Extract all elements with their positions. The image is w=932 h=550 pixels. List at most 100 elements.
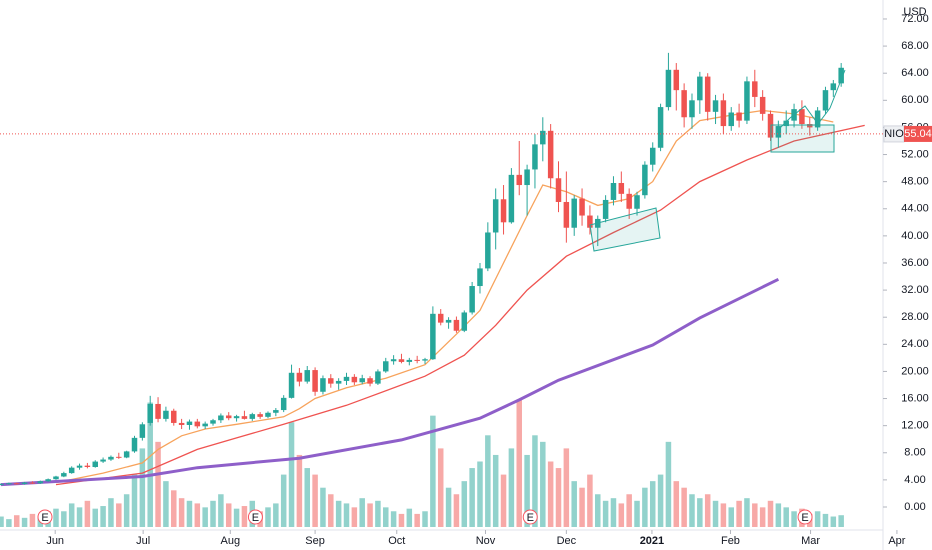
- earnings-marker: [797, 509, 813, 525]
- volume-bar: [194, 503, 201, 527]
- volume-bar: [92, 508, 98, 527]
- volume-bar: [68, 503, 75, 527]
- candle-body: [736, 112, 742, 121]
- candle-body: [822, 90, 829, 111]
- candle-body: [29, 482, 36, 484]
- candle-body: [634, 195, 640, 209]
- x-tick-label: Jul: [136, 535, 150, 547]
- candle-body: [13, 483, 20, 485]
- candle-body: [461, 312, 468, 331]
- volume-bar: [273, 503, 279, 527]
- volume-bar: [697, 498, 703, 527]
- volume-bar: [602, 500, 609, 527]
- candle-body: [563, 201, 570, 228]
- volume-bar: [147, 402, 153, 527]
- volume-bar: [343, 503, 350, 527]
- candle-body: [155, 403, 161, 419]
- candle-body: [477, 268, 483, 287]
- candle-body: [92, 461, 98, 467]
- candle-body: [45, 479, 51, 482]
- candle-body: [335, 380, 342, 384]
- x-tick-label: Jun: [46, 535, 64, 547]
- volume-bar: [477, 461, 483, 527]
- volume-bar: [649, 481, 656, 527]
- volume-bar: [555, 468, 562, 527]
- candle-body: [485, 232, 491, 269]
- volume-bar: [516, 399, 522, 527]
- volume-bar: [29, 513, 36, 527]
- volume-layer: [0, 399, 844, 527]
- y-tick-label: 68.00: [901, 40, 929, 52]
- candle-body: [524, 169, 530, 186]
- candle-body: [343, 376, 350, 381]
- candle-body: [76, 465, 83, 468]
- volume-bar: [587, 474, 593, 527]
- volume-bar: [445, 487, 452, 527]
- volume-bar: [689, 494, 695, 527]
- volume-bar: [288, 422, 295, 527]
- candle-body: [257, 414, 263, 417]
- y-tick-label: 8.00: [904, 447, 925, 459]
- candle-body: [398, 359, 405, 362]
- candle-body: [830, 83, 837, 91]
- volume-bar: [139, 448, 146, 527]
- candle-body: [139, 424, 146, 438]
- candle-body: [508, 174, 515, 223]
- x-tick-label: Aug: [221, 535, 241, 547]
- y-tick-label: 0.00: [904, 501, 925, 513]
- volume-bar: [665, 441, 672, 527]
- volume-bar: [830, 516, 837, 527]
- candle-body: [500, 199, 507, 223]
- candle-body: [445, 319, 452, 323]
- candle-body: [728, 112, 734, 127]
- y-tick-label: 36.00: [901, 257, 929, 269]
- earnings-label: E: [527, 512, 534, 524]
- volume-bar: [571, 481, 577, 527]
- volume-bar: [814, 511, 821, 527]
- volume-bar: [351, 507, 358, 527]
- volume-bar: [304, 468, 310, 527]
- candle-body: [296, 372, 303, 382]
- candle-body: [571, 198, 577, 228]
- volume-bar: [547, 461, 554, 527]
- volume-bar: [359, 498, 365, 527]
- candle-body: [665, 69, 672, 108]
- candle-body: [288, 372, 295, 398]
- volume-bar: [783, 507, 789, 527]
- candle-body: [328, 378, 334, 384]
- candle-body: [775, 126, 782, 138]
- volume-bar: [579, 487, 585, 527]
- ma-layer: [0, 109, 865, 487]
- candle-body: [532, 144, 538, 170]
- candle-body: [359, 378, 365, 383]
- candle-body: [351, 376, 358, 383]
- volume-bar: [241, 506, 248, 527]
- volume-bar: [100, 506, 106, 527]
- volume-bar: [320, 487, 326, 527]
- candle-body: [171, 410, 177, 423]
- volume-bar: [155, 441, 161, 527]
- volume-bar: [108, 498, 114, 527]
- volume-bar: [461, 481, 468, 527]
- volume-bar: [642, 487, 648, 527]
- candle-body: [53, 476, 59, 480]
- volume-bar: [791, 511, 797, 527]
- candle-body: [320, 378, 326, 392]
- volume-bar: [422, 511, 428, 527]
- volume-bar: [618, 503, 625, 527]
- volume-bar: [210, 500, 216, 527]
- volume-bar: [430, 415, 436, 527]
- y-tick-label: 4.00: [904, 474, 925, 486]
- candle-body: [116, 456, 122, 458]
- volume-bar: [673, 481, 680, 527]
- symbol-label: NIO: [884, 128, 904, 140]
- candle-body: [84, 465, 91, 467]
- candle-body: [783, 120, 789, 127]
- volume-bar: [485, 435, 491, 527]
- candle-body: [202, 423, 208, 427]
- candle-body: [673, 69, 680, 91]
- candle-body: [437, 313, 444, 323]
- volume-bar: [508, 448, 515, 527]
- candle-body: [178, 422, 185, 425]
- candle-body: [123, 451, 130, 458]
